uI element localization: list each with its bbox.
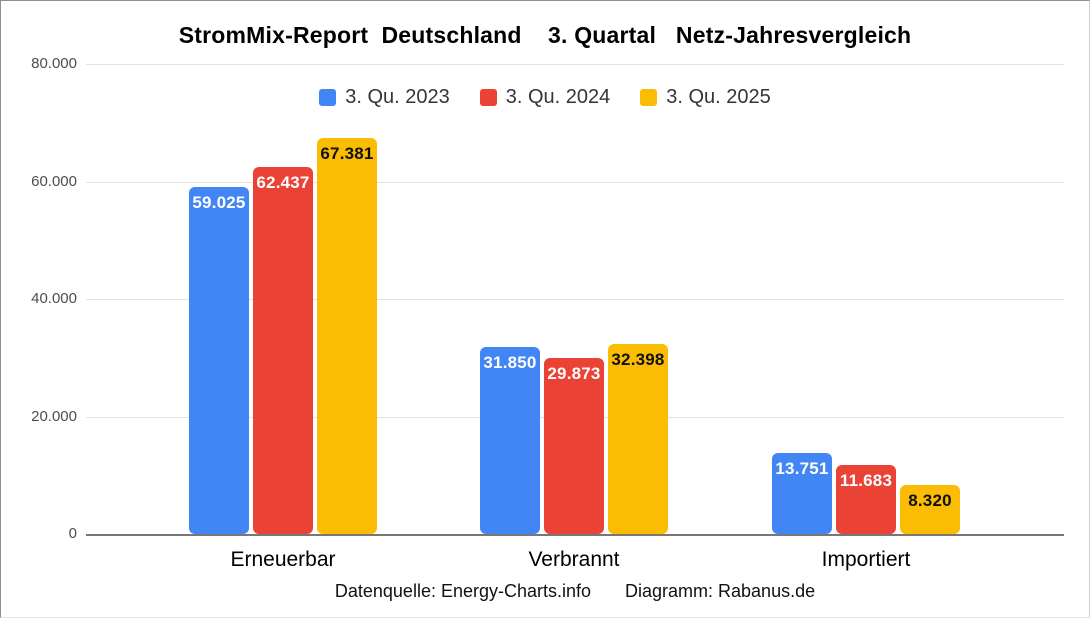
bar-verbrannt-32023[interactable]: 31.850 — [480, 346, 540, 534]
legend-item-32024[interactable]: 3. Qu. 2024 — [479, 86, 611, 109]
bar-value-label: 32.398 — [611, 349, 665, 369]
bar-value-label: 31.850 — [483, 352, 537, 372]
y-axis-tick-label: 40.000 — [31, 290, 77, 307]
legend: 3. Qu. 2023 3. Qu. 2024 3. Qu. 2025 — [1, 86, 1089, 109]
x-axis-label-verbrannt: Verbrannt — [528, 548, 620, 571]
x-axis-line — [86, 534, 1064, 536]
bar-value-label: 11.683 — [839, 471, 893, 491]
x-axis-label-importiert: Importiert — [821, 548, 911, 571]
bar-value-label: 67.381 — [320, 144, 374, 164]
bar-value-label: 29.873 — [547, 364, 601, 384]
gridline-80.000 — [86, 64, 1064, 65]
x-axis-label-erneuerbar: Erneuerbar — [230, 548, 336, 571]
legend-swatch-icon — [319, 89, 337, 106]
y-axis-tick-label: 80.000 — [31, 55, 77, 72]
legend-label: 3. Qu. 2025 — [666, 86, 771, 108]
bar-value-label: 8.320 — [908, 491, 952, 511]
bar-verbrannt-32025[interactable]: 32.398 — [608, 343, 668, 534]
data-source-label: Datenquelle: Energy-Charts.info — [334, 581, 592, 601]
bar-value-label: 13.751 — [775, 459, 829, 479]
y-axis-tick-label: 0 — [68, 525, 77, 542]
chart-title: StromMix-Report Deutschland 3. Quartal N… — [178, 22, 912, 48]
bar-value-label: 62.437 — [256, 173, 310, 193]
bar-verbrannt-32024[interactable]: 29.873 — [544, 358, 604, 534]
gridline-40.000 — [86, 299, 1064, 300]
legend-item-32023[interactable]: 3. Qu. 2023 — [319, 86, 450, 109]
bar-importiert-32023[interactable]: 13.751 — [772, 453, 832, 534]
bar-importiert-32024[interactable]: 11.683 — [836, 465, 896, 534]
chart-footer: Datenquelle: Energy-Charts.info Diagramm… — [31, 581, 1089, 602]
legend-swatch-icon — [479, 89, 497, 106]
legend-label: 3. Qu. 2024 — [505, 86, 611, 108]
y-axis-tick-label: 20.000 — [31, 407, 77, 425]
legend-swatch-icon — [640, 89, 658, 106]
bar-erneuerbar-32025[interactable]: 67.381 — [317, 138, 377, 534]
bar-value-label: 59.025 — [192, 193, 246, 213]
bar-erneuerbar-32024[interactable]: 62.437 — [253, 167, 313, 534]
gridline-60.000 — [86, 181, 1064, 183]
y-axis-tick-label: 60.000 — [31, 172, 77, 190]
bar-erneuerbar-32023[interactable]: 59.025 — [189, 187, 249, 534]
bar-importiert-32025[interactable]: 8.320 — [900, 485, 960, 534]
legend-label: 3. Qu. 2023 — [345, 86, 450, 108]
diagram-credit-label: Diagramm: Rabanus.de — [625, 581, 816, 601]
legend-item-32025[interactable]: 3. Qu. 2025 — [640, 86, 771, 109]
